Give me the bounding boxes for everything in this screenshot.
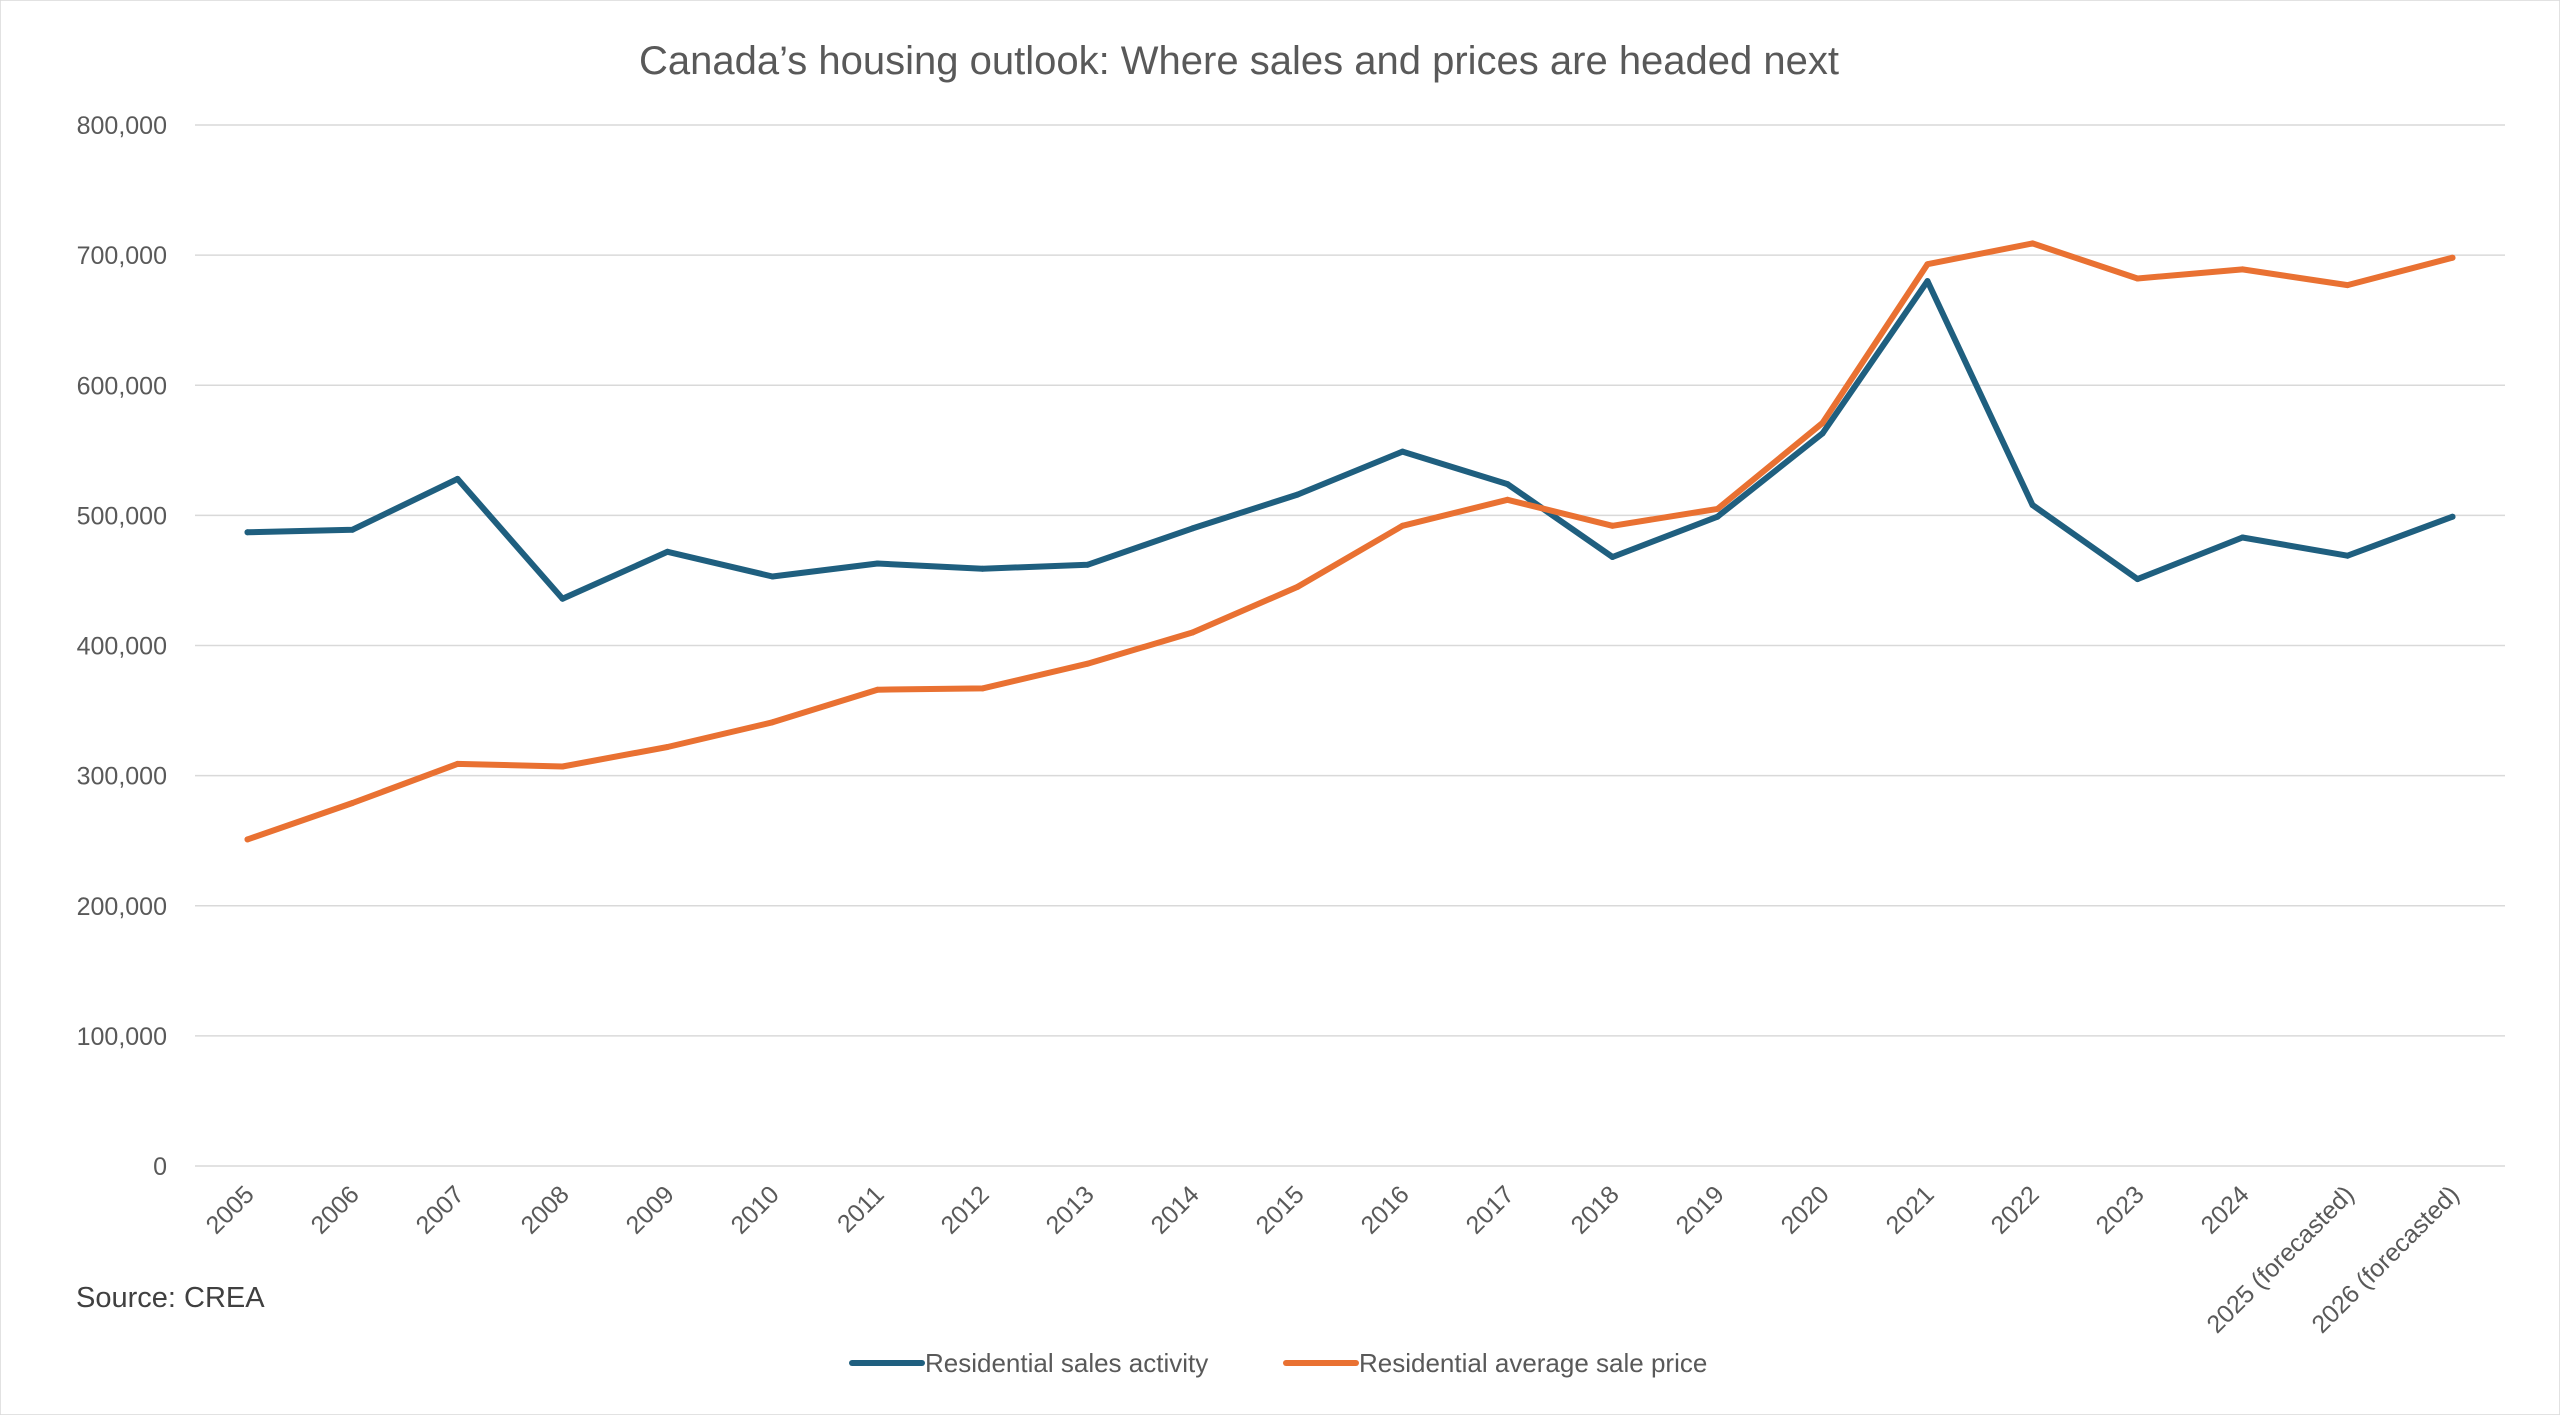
y-tick-label: 700,000 [77,242,167,270]
series-1-point [874,560,881,567]
series-1-point [2029,502,2036,508]
gridlines [195,124,2505,1167]
series-2-point [2449,254,2456,261]
series-1-point [1294,491,1301,498]
series-2-point [559,763,566,770]
series-2-point [1084,660,1091,667]
series-2-point [979,685,986,692]
y-tick-label: 400,000 [77,633,167,661]
series-1-point [244,529,251,536]
series-2-point [874,686,881,693]
y-tick-label: 500,000 [77,502,167,530]
series-lines [244,240,2456,843]
series-1-point [1504,481,1511,488]
series-1-point [2344,552,2351,559]
series-2-point [2134,275,2141,282]
series-line-1 [244,278,2456,602]
series-2-point [769,719,776,726]
series-2-point [664,744,671,750]
series-1-point [1084,561,1091,568]
series-1-point [1924,278,1931,285]
series-2-point [2344,282,2351,289]
legend-label-2: Residential average sale price [1359,1348,1707,1378]
series-2-point [454,760,461,767]
y-axis-tick-labels: 0 100,000 200,000 300,000 400,000 500,000 600,… [77,112,167,1181]
series-2-point [1399,522,1406,529]
series-2-point [1504,496,1511,503]
series-1-point [1609,554,1616,560]
series-2-point [2029,240,2036,247]
series-1-point [1189,525,1196,532]
series-1-point [559,595,566,602]
series-1-point [1399,448,1406,455]
series-2-point [1924,261,1931,268]
series-1-point [2134,576,2141,583]
series-1-point [769,573,776,580]
series-line-2 [244,240,2456,843]
series-2-point [1189,629,1196,636]
series-2-point [1294,583,1301,590]
series-2-point [1819,420,1826,426]
series-2-point [1714,505,1721,512]
legend-label-1: Residential sales activity [925,1348,1208,1378]
series-2-point [1609,522,1616,529]
y-tick-label: 800,000 [77,112,167,140]
y-tick-label: 0 [153,1153,167,1181]
series-1-point [349,526,356,533]
y-tick-label: 300,000 [77,763,167,791]
series-1-point [2449,513,2456,520]
series-1-point [2239,534,2246,541]
series-1-point [979,565,986,572]
series-1-point [664,548,671,555]
series-2-point [349,800,356,806]
legend: Residential sales activity Residential av… [849,1348,1707,1378]
source-note: Source: CREA [76,1282,265,1314]
y-tick-label: 600,000 [77,372,167,400]
series-2-point [244,836,251,843]
y-tick-label: 100,000 [77,1023,167,1051]
y-tick-label: 200,000 [77,893,167,921]
series-1-point [454,475,461,482]
series-2-point [2239,266,2246,273]
series-1-point [1819,430,1826,437]
series-1-point [1714,513,1721,520]
chart-title: Canada’s housing outlook: Where sales an… [639,39,1839,83]
